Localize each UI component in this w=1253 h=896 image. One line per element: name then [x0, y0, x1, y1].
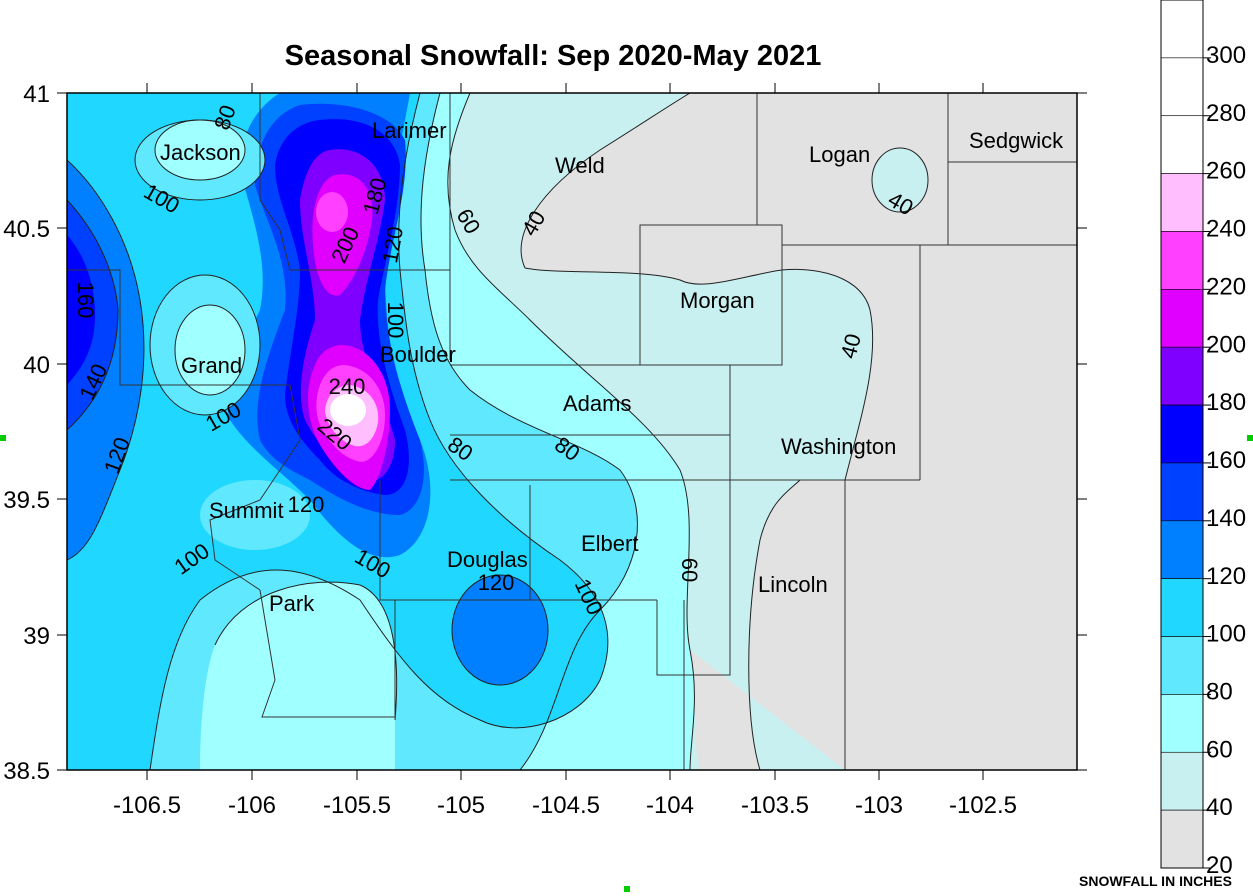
map-title: Seasonal Snowfall: Sep 2020-May 2021 — [285, 40, 822, 72]
legend-swatch — [1160, 462, 1204, 522]
legend-label: 220 — [1206, 273, 1246, 300]
band-120-douglas — [452, 575, 548, 685]
band-20-east — [521, 93, 1077, 770]
x-tick-label: -106.5 — [113, 792, 181, 819]
legend-swatch — [1160, 115, 1204, 174]
band-jackson-60 — [155, 120, 245, 180]
x-tick-label: -106 — [228, 792, 276, 819]
band-220-north — [316, 192, 348, 232]
legend-label: 200 — [1206, 331, 1246, 358]
x-tick-label: -102.5 — [949, 792, 1017, 819]
county-label-morgan: Morgan — [680, 288, 755, 313]
selection-handle[interactable] — [1247, 435, 1253, 441]
y-tick-label: 40 — [23, 352, 50, 379]
legend-label: 260 — [1206, 158, 1246, 185]
legend-swatch — [1160, 0, 1204, 59]
county-label-washington: Washington — [781, 434, 896, 459]
selection-handle[interactable] — [0, 435, 6, 441]
y-axis-labels: 41 40.5 40 39.5 39 38.5 — [3, 81, 50, 785]
legend-swatch — [1160, 809, 1204, 869]
y-tick-label: 41 — [23, 81, 50, 108]
legend-swatch — [1160, 57, 1204, 117]
band-260 — [330, 394, 366, 426]
county-label-sedgwick: Sedgwick — [969, 128, 1064, 153]
county-label-boulder: Boulder — [380, 342, 456, 367]
legend-label: 40 — [1206, 794, 1233, 821]
y-tick-label: 38.5 — [3, 758, 50, 785]
selection-handle[interactable] — [624, 886, 630, 892]
legend-label: 240 — [1206, 216, 1246, 243]
band-160-west — [67, 235, 95, 385]
county-label-elbert: Elbert — [581, 531, 638, 556]
county-label-jackson: Jackson — [160, 140, 241, 165]
map-plot-area — [67, 93, 1077, 770]
contour-label: 120 — [288, 492, 325, 517]
plot-frame — [66, 92, 1078, 771]
x-axis-labels: -106.5 -106 -105.5 -105 -104.5 -104 -103… — [113, 792, 1017, 819]
county-labels: Jackson Larimer Weld Logan Sedgwick Morg… — [160, 118, 1064, 616]
legend-swatch — [1160, 289, 1204, 348]
axis-ticks — [57, 83, 1087, 780]
legend-label: 140 — [1206, 505, 1246, 532]
color-legend: 300 280 260 240 220 200 180 160 140 120 100 80 60 40 2… — [1079, 0, 1246, 889]
county-label-adams: Adams — [563, 391, 631, 416]
legend-title: SNOWFALL IN INCHES — [1079, 873, 1232, 889]
y-tick-label: 39 — [23, 623, 50, 650]
legend-swatch — [1160, 578, 1204, 637]
contour-label: 160 — [73, 282, 98, 319]
x-tick-label: -105 — [437, 792, 485, 819]
legend-label: 300 — [1206, 42, 1246, 69]
band-grand-60 — [175, 305, 245, 395]
legend-label: 280 — [1206, 100, 1246, 127]
legend-swatch — [1160, 636, 1204, 695]
county-label-lincoln: Lincoln — [758, 572, 828, 597]
county-label-summit: Summit — [209, 498, 284, 523]
contour-label: 240 — [329, 374, 366, 399]
legend-swatch — [1160, 694, 1204, 753]
legend-swatch — [1160, 173, 1204, 232]
legend-frame — [1160, 0, 1204, 869]
x-tick-label: -103.5 — [741, 792, 809, 819]
y-tick-label: 40.5 — [3, 216, 50, 243]
legend-label: 60 — [1206, 736, 1233, 763]
x-tick-label: -104.5 — [532, 792, 600, 819]
contour-label: 100 — [383, 302, 408, 339]
county-label-douglas: Douglas — [447, 547, 528, 572]
contour-label: 120 — [478, 570, 515, 595]
legend-label: 160 — [1206, 447, 1246, 474]
county-label-weld: Weld — [555, 153, 605, 178]
legend-swatch — [1160, 404, 1204, 464]
x-tick-label: -105.5 — [323, 792, 391, 819]
y-tick-label: 39.5 — [3, 487, 50, 514]
legend-label: 180 — [1206, 389, 1246, 416]
band-summit-80 — [200, 480, 310, 550]
legend-swatch — [1160, 231, 1204, 290]
county-label-grand: Grand — [181, 353, 242, 378]
x-tick-label: -103 — [855, 792, 903, 819]
legend-label: 20 — [1206, 852, 1233, 879]
contour-lines — [67, 93, 929, 770]
county-boundaries — [67, 93, 1077, 770]
x-tick-label: -104 — [646, 792, 694, 819]
county-label-logan: Logan — [809, 142, 870, 167]
legend-label: 100 — [1206, 621, 1246, 648]
contour-label: 60 — [677, 558, 702, 582]
legend-swatch — [1160, 520, 1204, 579]
band-park-60 — [200, 582, 397, 770]
county-label-larimer: Larimer — [372, 118, 447, 143]
legend-swatch — [1160, 751, 1204, 811]
band-20-south — [690, 480, 845, 770]
band-40-logan — [872, 148, 928, 212]
legend-label: 120 — [1206, 563, 1246, 590]
legend-label: 80 — [1206, 679, 1233, 706]
county-label-park: Park — [269, 591, 315, 616]
legend-swatch — [1160, 346, 1204, 406]
